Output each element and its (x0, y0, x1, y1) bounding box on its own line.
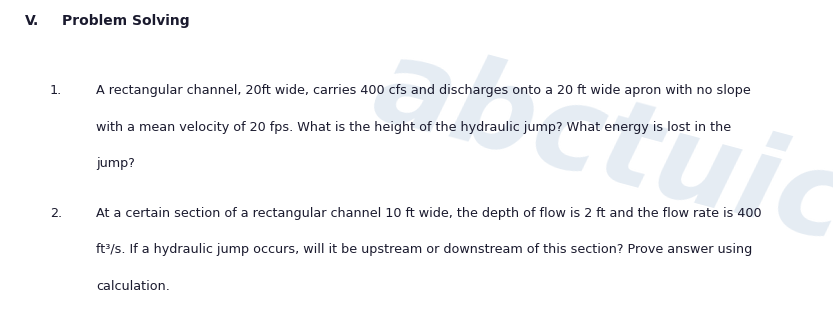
Text: jump?: jump? (96, 157, 135, 170)
Text: 2.: 2. (50, 207, 62, 220)
Text: abctuice: abctuice (362, 29, 833, 286)
Text: 1.: 1. (50, 84, 62, 97)
Text: At a certain section of a rectangular channel 10 ft wide, the depth of flow is 2: At a certain section of a rectangular ch… (96, 207, 761, 220)
Text: A rectangular channel, 20ft wide, carries 400 cfs and discharges onto a 20 ft wi: A rectangular channel, 20ft wide, carrie… (96, 84, 751, 97)
Text: with a mean velocity of 20 fps. What is the height of the hydraulic jump? What e: with a mean velocity of 20 fps. What is … (96, 121, 731, 134)
Text: ft³/s. If a hydraulic jump occurs, will it be upstream or downstream of this sec: ft³/s. If a hydraulic jump occurs, will … (96, 243, 752, 256)
Text: Problem Solving: Problem Solving (62, 14, 190, 28)
Text: calculation.: calculation. (96, 280, 170, 293)
Text: V.: V. (25, 14, 39, 28)
